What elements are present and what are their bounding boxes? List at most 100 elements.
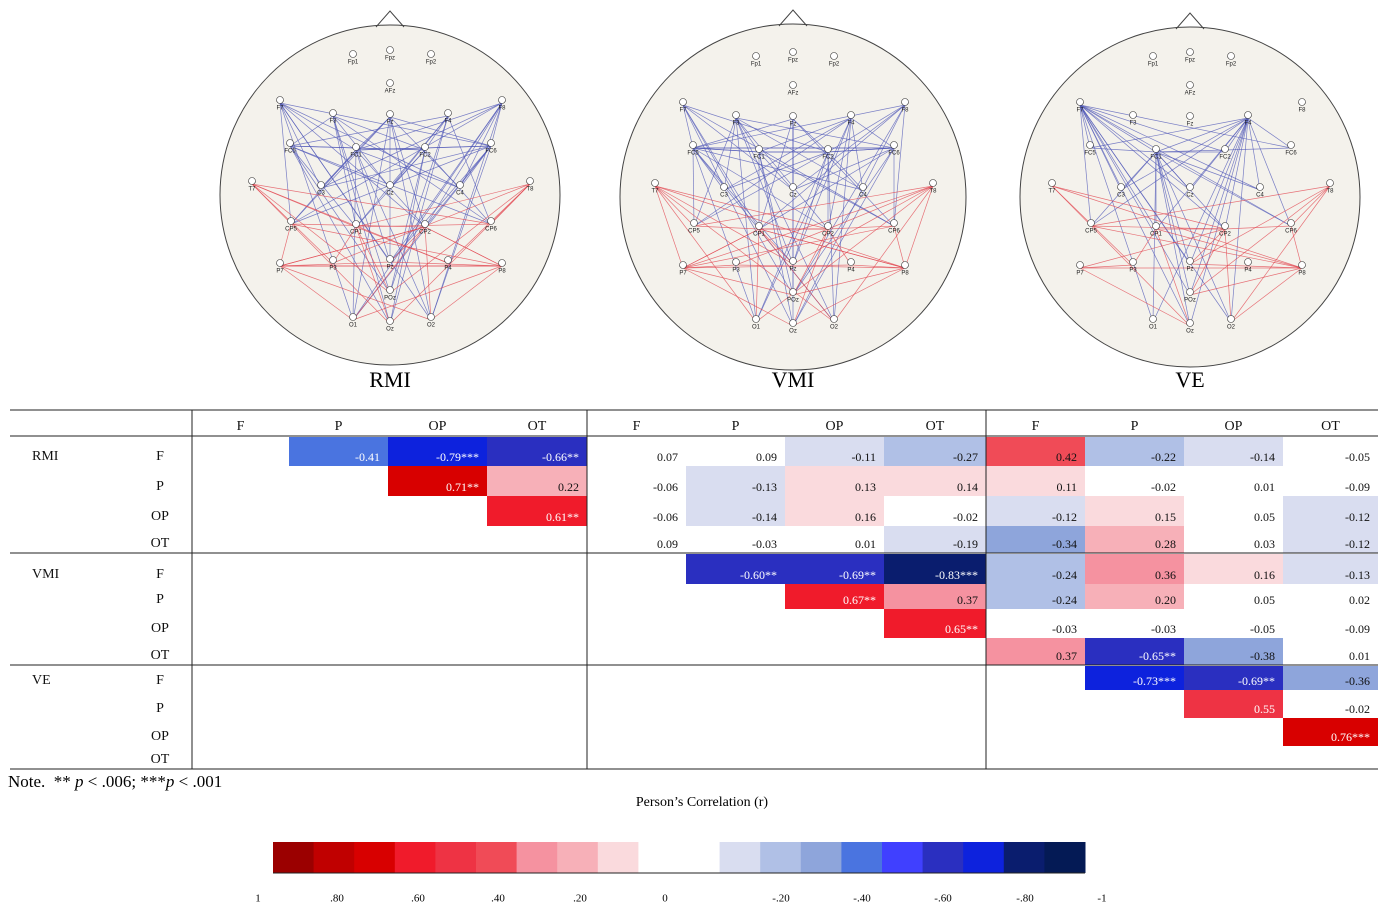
legend-swatch: [1044, 842, 1086, 873]
cell-value: 0.76***: [1331, 730, 1370, 744]
electrode: [286, 139, 294, 147]
electrode: [276, 259, 284, 267]
electrode: [498, 96, 506, 104]
cell-value: -0.60**: [740, 568, 777, 582]
connection: [389, 149, 426, 325]
connection: [355, 149, 432, 321]
connection: [827, 225, 895, 230]
connection: [279, 226, 426, 267]
connection: [352, 265, 503, 321]
electrode: [1186, 112, 1194, 120]
connection: [850, 117, 864, 191]
cell-value: -0.73***: [1133, 674, 1176, 688]
connection: [1230, 117, 1249, 323]
electrode: [1244, 258, 1252, 266]
connection: [692, 147, 725, 191]
connection: [279, 102, 354, 321]
connection: [1079, 104, 1261, 191]
electrode: [444, 109, 452, 117]
connection: [1079, 228, 1226, 269]
connection: [758, 228, 906, 269]
electrode-label: CP1: [753, 232, 765, 238]
electrode: [1152, 145, 1160, 153]
electrode-label: Fpz: [788, 58, 798, 64]
connection: [355, 149, 391, 263]
electrode-label: Oz: [789, 329, 797, 335]
cell: [1184, 584, 1283, 609]
note-part: < .006; ***: [84, 772, 166, 791]
column-header: F: [633, 419, 641, 434]
electrode: [732, 111, 740, 119]
electrode: [679, 98, 687, 106]
electrode-label: Fpz: [1185, 58, 1195, 64]
connection: [682, 104, 895, 227]
cell-value: -0.24: [1052, 568, 1077, 582]
electrode-label: C4: [456, 191, 464, 197]
connection: [389, 183, 531, 325]
legend-label: -.40: [853, 893, 871, 905]
connection: [827, 185, 934, 230]
head: [1019, 26, 1361, 368]
cell: [686, 554, 785, 584]
electrode-label: CP6: [1285, 229, 1297, 235]
row-group-label: VMI: [32, 567, 60, 582]
cell-value: -0.14: [752, 510, 777, 524]
cell: [686, 437, 785, 466]
electrode-label: F3: [1129, 121, 1137, 127]
column-header: OT: [528, 419, 547, 434]
electrode: [679, 261, 687, 269]
cell-value: -0.22: [1151, 450, 1176, 464]
connection: [289, 115, 334, 147]
electrode: [689, 141, 697, 149]
electrode-label: P7: [1076, 271, 1084, 277]
connection: [758, 228, 835, 323]
connection: [1155, 151, 1191, 265]
electrode: [890, 219, 898, 227]
column-header: F: [237, 419, 245, 434]
electrode-label: F4: [1244, 121, 1252, 127]
connection: [389, 116, 432, 321]
legend-swatch: [922, 842, 964, 873]
connection: [693, 117, 737, 227]
cell-value: -0.83***: [935, 568, 978, 582]
electrode-label: F7: [276, 106, 284, 112]
connection: [355, 226, 391, 325]
cell-value: -0.79***: [436, 450, 479, 464]
connection: [682, 185, 934, 269]
connection: [682, 104, 829, 153]
connection: [1247, 117, 1261, 191]
cell: [1283, 437, 1378, 466]
connection: [692, 147, 760, 153]
connection: [389, 145, 492, 263]
connection: [389, 116, 426, 228]
connection: [355, 226, 449, 264]
connection: [279, 102, 492, 147]
cell: [1283, 609, 1378, 638]
cell: [1283, 526, 1378, 553]
cell: [1085, 466, 1184, 496]
electrode-label: Oz: [386, 327, 394, 333]
connection: [279, 102, 322, 189]
row-label: F: [156, 449, 164, 464]
electrode-label: Oz: [1186, 329, 1194, 335]
electrode: [1149, 315, 1157, 323]
cell-value: 0.09: [657, 537, 678, 551]
electrode-label: Pz: [789, 267, 796, 273]
connection: [692, 147, 864, 191]
row-label: OT: [151, 752, 170, 767]
cell: [986, 638, 1085, 665]
electrode-label: POz: [1184, 298, 1196, 304]
electrode: [752, 315, 760, 323]
cell: [1184, 466, 1283, 496]
electrode-label: Cz: [789, 193, 796, 199]
legend-swatch: [841, 842, 883, 873]
connection: [654, 185, 684, 269]
cell-value: -0.09: [1345, 622, 1370, 636]
row-label: P: [156, 479, 164, 494]
electrode-label: Fz: [790, 122, 797, 128]
cell-value: 0.11: [1056, 480, 1077, 494]
electrode: [456, 181, 464, 189]
legend-title: Person’s Correlation (r): [636, 795, 769, 810]
electrode: [847, 258, 855, 266]
cell: [1085, 437, 1184, 466]
